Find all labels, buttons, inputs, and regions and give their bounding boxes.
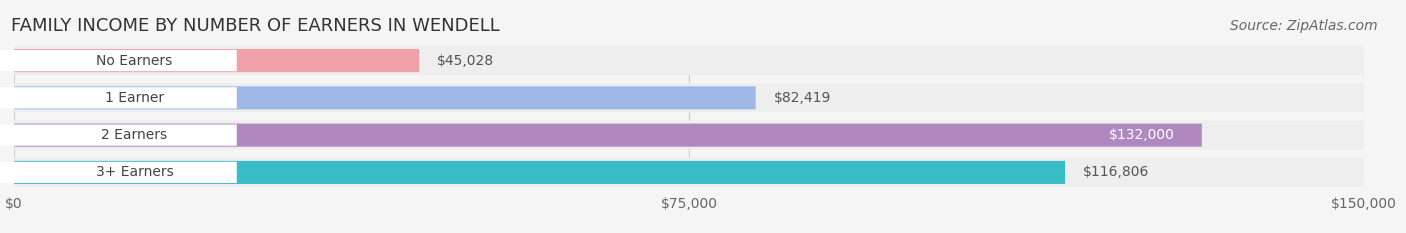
FancyBboxPatch shape (14, 49, 419, 72)
FancyBboxPatch shape (0, 124, 236, 146)
Text: 3+ Earners: 3+ Earners (96, 165, 173, 179)
Text: 2 Earners: 2 Earners (101, 128, 167, 142)
FancyBboxPatch shape (14, 86, 755, 110)
FancyBboxPatch shape (14, 46, 1364, 75)
FancyBboxPatch shape (14, 123, 1202, 147)
FancyBboxPatch shape (0, 87, 236, 109)
FancyBboxPatch shape (0, 162, 236, 183)
Text: $132,000: $132,000 (1109, 128, 1175, 142)
Text: $82,419: $82,419 (773, 91, 831, 105)
Text: Source: ZipAtlas.com: Source: ZipAtlas.com (1230, 19, 1378, 33)
FancyBboxPatch shape (14, 121, 1364, 150)
Text: $116,806: $116,806 (1083, 165, 1150, 179)
FancyBboxPatch shape (14, 161, 1066, 184)
FancyBboxPatch shape (14, 158, 1364, 187)
FancyBboxPatch shape (0, 50, 236, 71)
Text: $45,028: $45,028 (437, 54, 495, 68)
Text: FAMILY INCOME BY NUMBER OF EARNERS IN WENDELL: FAMILY INCOME BY NUMBER OF EARNERS IN WE… (11, 17, 501, 35)
FancyBboxPatch shape (14, 83, 1364, 112)
Text: 1 Earner: 1 Earner (105, 91, 165, 105)
Text: No Earners: No Earners (96, 54, 173, 68)
